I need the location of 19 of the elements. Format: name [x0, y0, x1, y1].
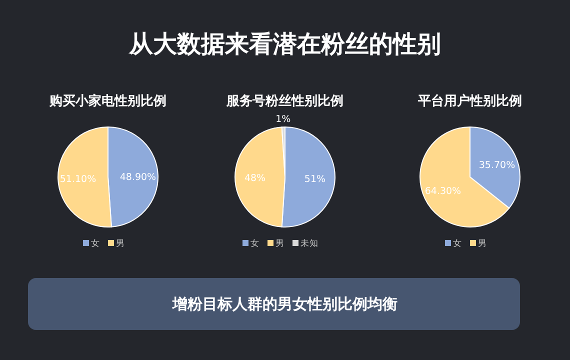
data-label: 48% [244, 173, 266, 184]
legend-label: 男 [276, 238, 284, 249]
legend-label: 女 [250, 238, 260, 249]
chart-title: 平台用户性别比例 [417, 93, 522, 109]
chart-title: 服务号粉丝性别比例 [226, 93, 344, 109]
data-label: 35.70% [478, 160, 516, 171]
legend-label: 女 [91, 238, 100, 249]
text: 增粉目标人群的男女性别比例均衡 [172, 295, 398, 313]
legend-label: 女 [453, 238, 462, 249]
data-label: 51% [304, 174, 326, 185]
chart-title: 购买小家电性别比例 [48, 93, 166, 109]
data-label: 1% [276, 114, 291, 126]
data-label: 48.90% [120, 172, 156, 183]
text: 从大数据来看潜在粉丝的性别 [128, 30, 441, 58]
legend-label: 未知 [300, 238, 318, 249]
legend-label: 男 [116, 238, 125, 249]
data-label: 64.30% [424, 186, 462, 198]
data-label: 51.10% [60, 174, 96, 186]
legend-label: 男 [478, 238, 487, 249]
